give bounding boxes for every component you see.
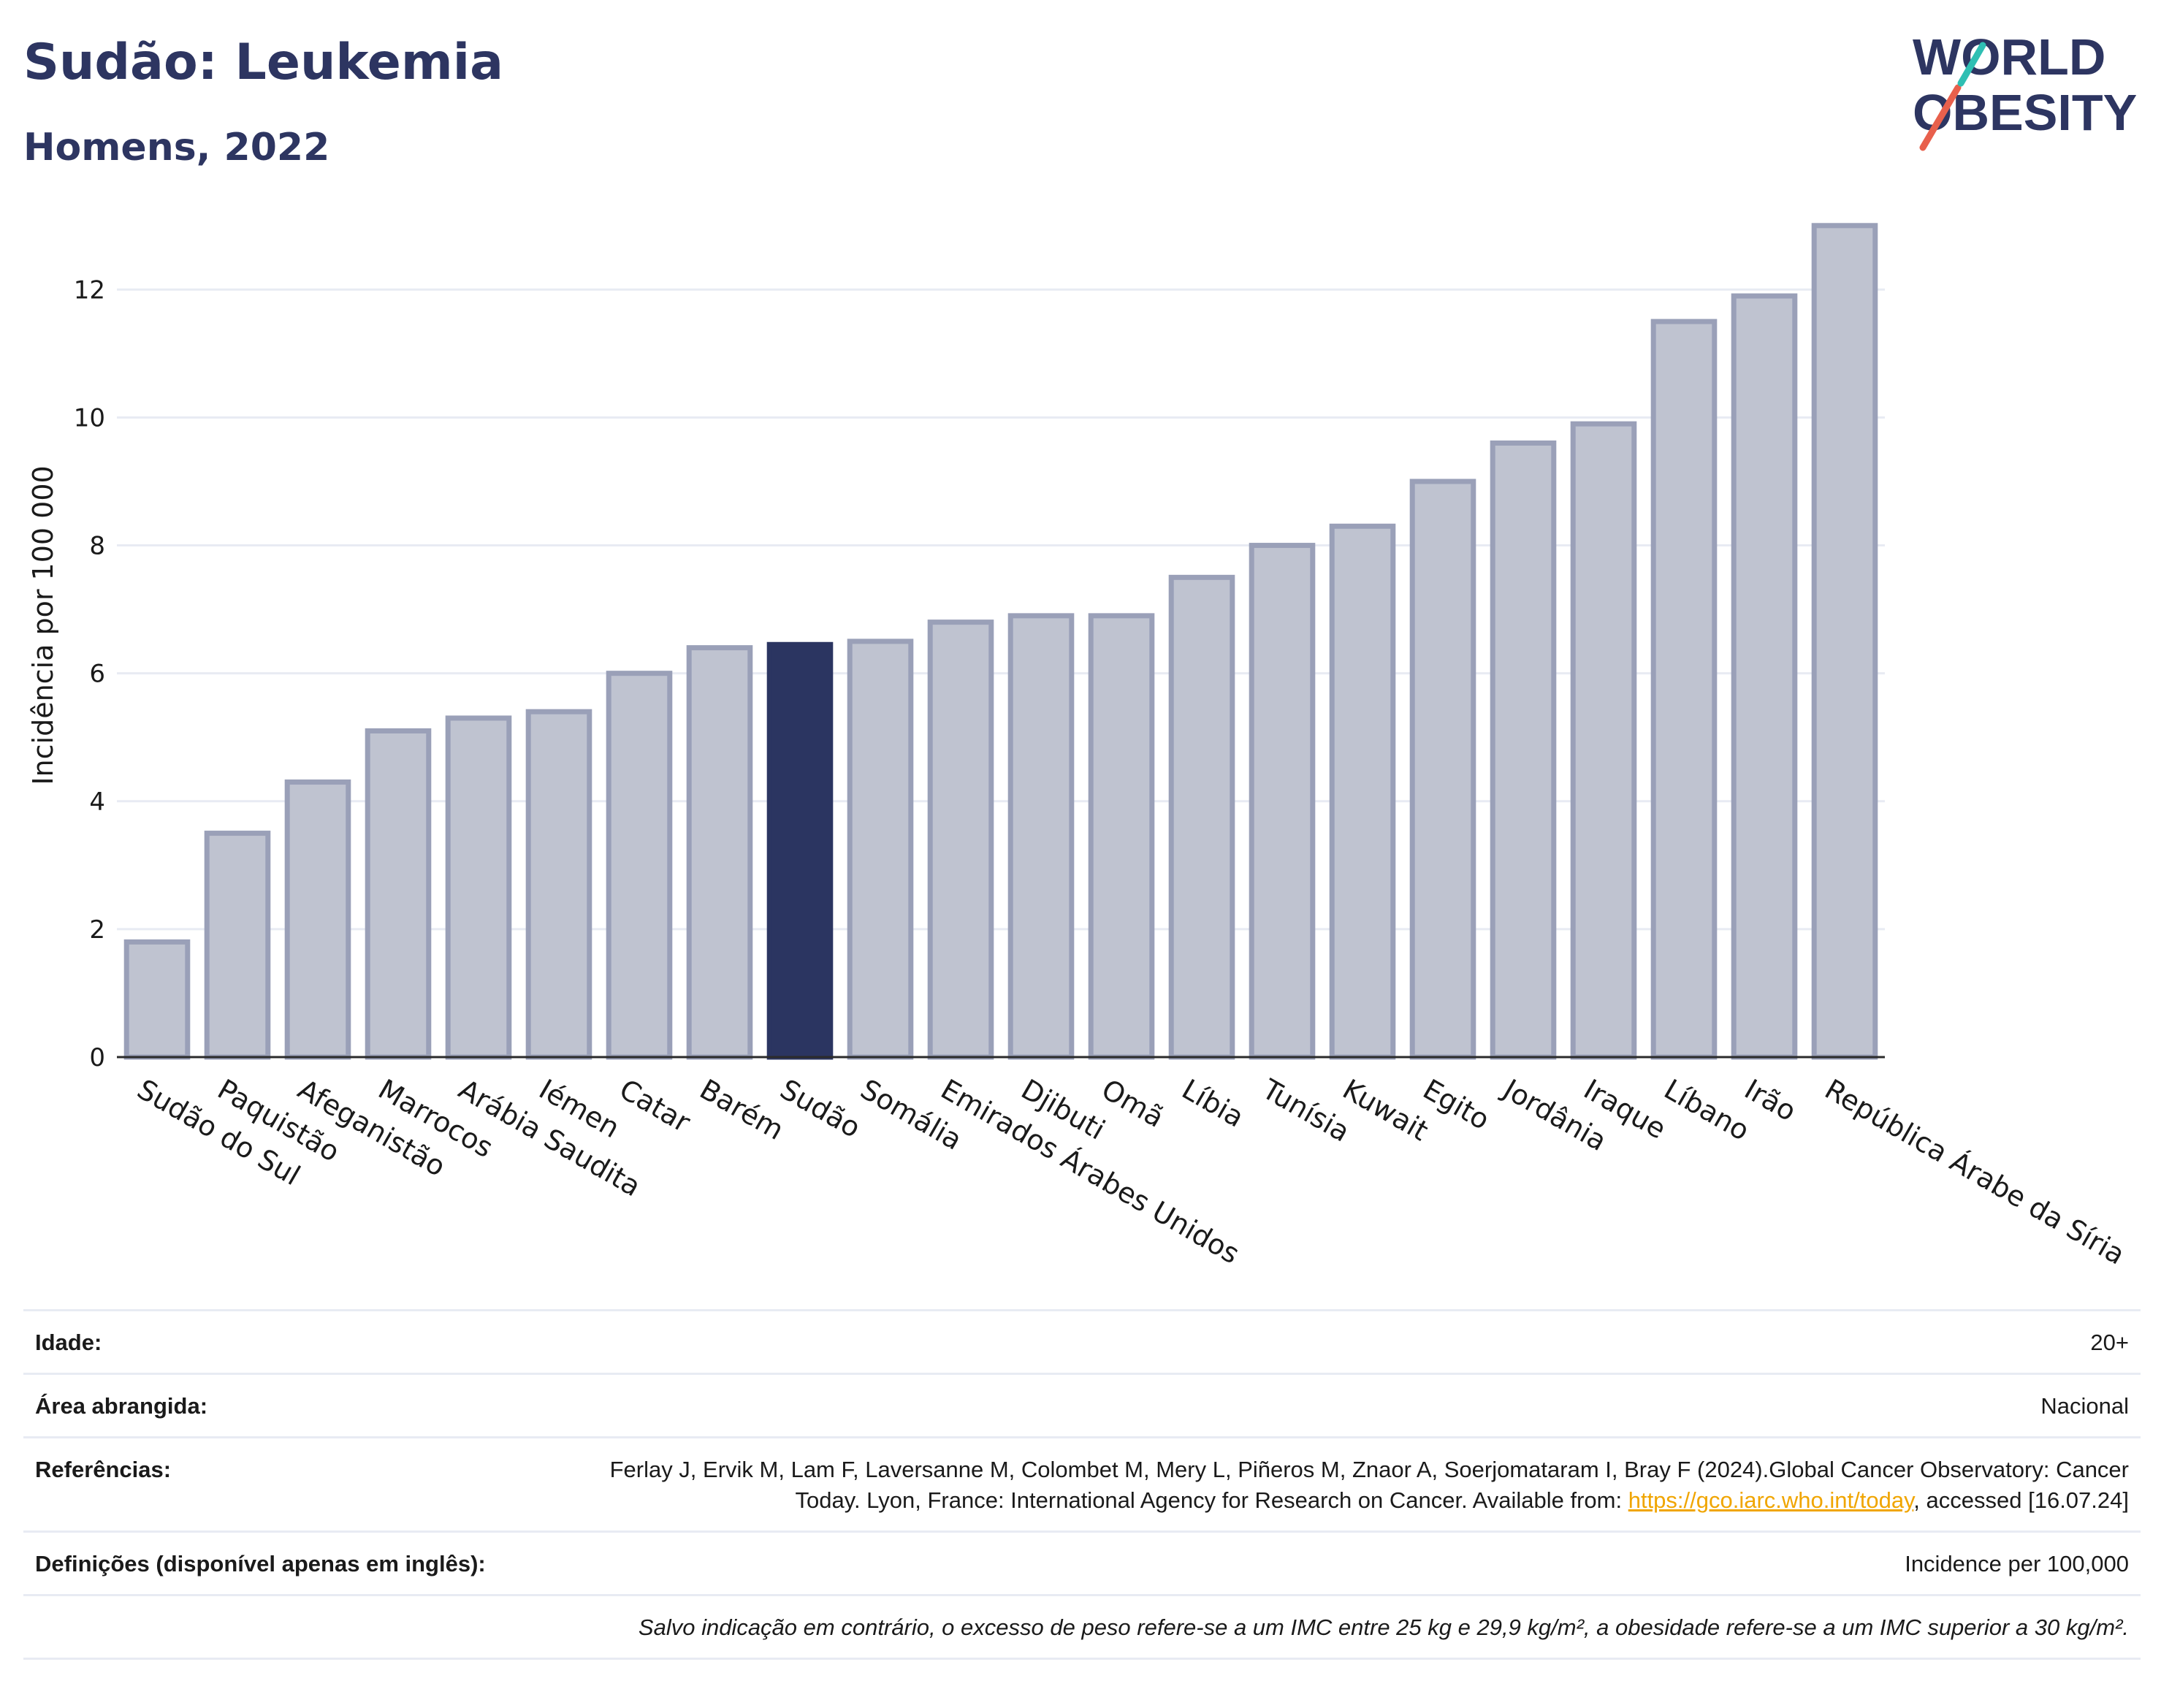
- meta-row-references: Referências: Ferlay J, Ervik M, Lam F, L…: [23, 1436, 2141, 1530]
- x-tick-label: Catar: [614, 1073, 696, 1139]
- bar-2: [284, 779, 351, 1060]
- references-value: Ferlay J, Ervik M, Lam F, Laversanne M, …: [558, 1455, 2129, 1516]
- x-tick-label: Tunísia: [1257, 1072, 1355, 1148]
- references-label: Referências:: [35, 1457, 172, 1482]
- bar-8: [766, 641, 834, 1060]
- bar-9: [847, 638, 914, 1060]
- bar-15: [1329, 523, 1396, 1060]
- bar-18: [1570, 421, 1637, 1060]
- bar-19: [1650, 319, 1718, 1060]
- chart-title: Sudão: Leukemia: [23, 34, 503, 91]
- bar-14: [1249, 543, 1316, 1060]
- definitions-label: Definições (disponível apenas em inglês)…: [35, 1551, 486, 1577]
- meta-row-note: Salvo indicação em contrário, o excesso …: [23, 1594, 2141, 1660]
- bmi-note: Salvo indicação em contrário, o excesso …: [638, 1614, 2129, 1640]
- bar-7: [686, 645, 753, 1060]
- x-tick-label: Kuwait: [1338, 1073, 1434, 1148]
- bar-12: [1088, 613, 1155, 1060]
- logo-slash-teal: [1957, 42, 1986, 87]
- bar-20: [1731, 293, 1798, 1060]
- x-tick-label: Omã: [1097, 1073, 1170, 1134]
- logo-slash-red: [1919, 84, 1962, 151]
- meta-row-area: Área abrangida: Nacional: [23, 1373, 2141, 1436]
- x-tick-label: Barém: [695, 1073, 790, 1146]
- references-link[interactable]: https://gco.iarc.who.int/today: [1628, 1487, 1914, 1513]
- bar-4: [445, 715, 512, 1060]
- bar-21: [1811, 223, 1878, 1060]
- x-tick-label: Líbia: [1177, 1073, 1250, 1134]
- bar-10: [927, 619, 994, 1060]
- y-tick-label: 8: [89, 532, 105, 561]
- area-label: Área abrangida:: [35, 1393, 208, 1419]
- x-tick-label: Sudão: [775, 1073, 866, 1145]
- y-tick-label: 0: [89, 1043, 105, 1072]
- world-obesity-logo: WORLD OBESITY: [1913, 28, 2137, 151]
- bar-1: [204, 831, 271, 1060]
- logo-word-obesity: OBESITY: [1913, 84, 2137, 141]
- y-tick-label: 2: [89, 915, 105, 945]
- bar-5: [525, 709, 592, 1060]
- y-tick-label: 10: [74, 403, 105, 432]
- bar-0: [123, 939, 191, 1060]
- references-accessed: , accessed [16.07.24]: [1913, 1487, 2129, 1513]
- bar-17: [1490, 440, 1557, 1060]
- meta-row-age: Idade: 20+: [23, 1309, 2141, 1373]
- bar-16: [1409, 479, 1476, 1060]
- bar-6: [606, 671, 673, 1060]
- bar-3: [365, 728, 432, 1060]
- y-tick-label: 6: [89, 660, 105, 689]
- age-value: 20+: [2090, 1330, 2129, 1355]
- bar-11: [1007, 613, 1075, 1060]
- bar-13: [1168, 574, 1235, 1060]
- x-tick-label: Líbano: [1659, 1073, 1756, 1147]
- metadata-table: Idade: 20+ Área abrangida: Nacional Refe…: [23, 1309, 2141, 1660]
- y-axis-title: Incidência por 100 000: [27, 465, 59, 785]
- chart-subtitle: Homens, 2022: [23, 126, 330, 169]
- y-tick-label: 4: [89, 788, 105, 817]
- age-label: Idade:: [35, 1330, 102, 1355]
- y-tick-label: 12: [74, 275, 105, 305]
- x-tick-label: República Árabe da Síria: [1820, 1073, 2130, 1271]
- meta-row-definitions: Definições (disponível apenas em inglês)…: [23, 1530, 2141, 1594]
- area-value: Nacional: [2040, 1393, 2129, 1419]
- definitions-value: Incidence per 100,000: [1905, 1551, 2129, 1577]
- logo-word-world: WORLD: [1913, 28, 2105, 85]
- references-text: Ferlay J, Ervik M, Lam F, Laversanne M, …: [609, 1457, 2129, 1513]
